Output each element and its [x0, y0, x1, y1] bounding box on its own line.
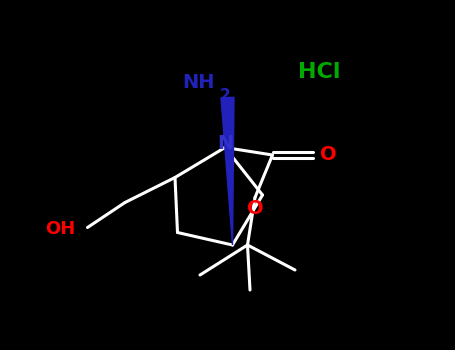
Text: N: N: [217, 134, 233, 153]
Text: NH: NH: [182, 73, 215, 92]
Polygon shape: [221, 97, 234, 245]
Text: 2: 2: [220, 89, 231, 104]
Text: O: O: [320, 146, 337, 164]
Text: HCl: HCl: [298, 63, 340, 83]
Text: OH: OH: [45, 219, 75, 238]
Text: O: O: [247, 198, 263, 217]
